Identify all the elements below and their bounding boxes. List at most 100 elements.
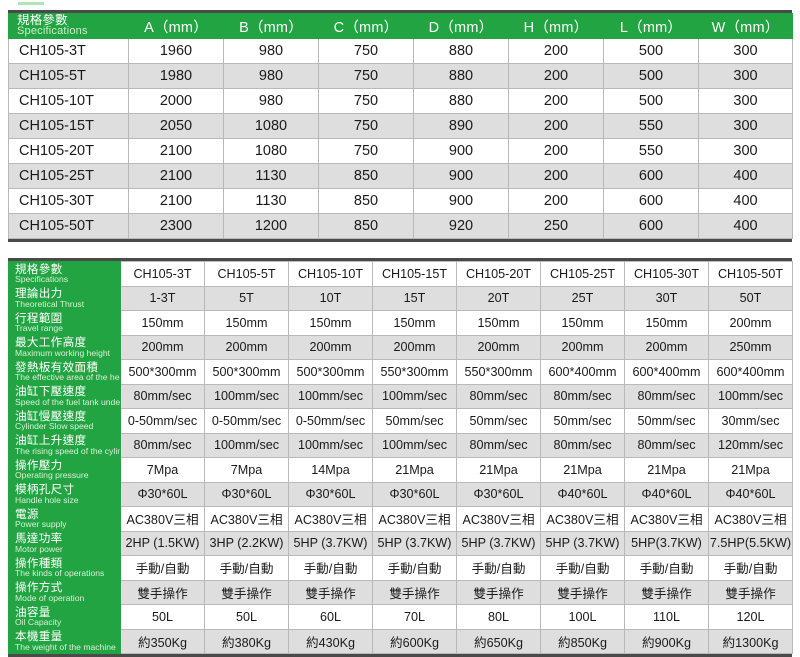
parameter-row-label: 操作種類 The kinds of operations xyxy=(8,555,121,581)
parameter-cell: 7.5HP(5.5KW) xyxy=(708,530,793,556)
spec-sheet-page: 規格參數 Specifications A（mm） B（mm） C（mm） D（… xyxy=(8,2,793,657)
table-row: 行程範圍 Travel range 150mm 150mm 150mm 150m… xyxy=(8,310,793,336)
parameter-cell: 80mm/sec xyxy=(540,383,625,409)
parameter-model-header: CH105-30T xyxy=(624,261,709,287)
parameter-cell: 雙手操作 xyxy=(456,579,541,605)
parameter-cell: 200mm xyxy=(288,334,373,360)
dimension-cell: 750 xyxy=(318,113,414,139)
table-gap xyxy=(8,242,792,258)
dimension-corner-cn: 規格參數 xyxy=(17,13,68,28)
parameter-cell: 0-50mm/sec xyxy=(204,408,289,434)
dimension-cell: 750 xyxy=(318,88,414,114)
parameter-cell: 5HP (3.7KW) xyxy=(372,530,457,556)
parameter-row-label-en: Power supply xyxy=(15,519,67,530)
dimension-table-top-rule xyxy=(8,10,792,13)
parameter-cell: 約430Kg xyxy=(288,628,373,654)
dimension-table-head: 規格參數 Specifications A（mm） B（mm） C（mm） D（… xyxy=(8,13,793,39)
dimension-cell: 1200 xyxy=(223,213,319,239)
parameter-cell: 500*300mm xyxy=(288,359,373,385)
parameter-row-label: 油缸慢壓速度 Cylinder Slow speed xyxy=(8,408,121,434)
parameter-cell: Φ30*60L xyxy=(204,481,289,507)
parameter-row-label-cn: 電源 xyxy=(15,507,39,521)
dimension-cell: 900 xyxy=(413,138,509,164)
parameter-row-label-cn: 油缸下壓速度 xyxy=(15,385,87,399)
dimension-cell: 600 xyxy=(603,213,699,239)
dimension-cell: 880 xyxy=(413,63,509,89)
parameter-cell: 手動/自動 xyxy=(372,555,457,581)
parameter-cell: 50L xyxy=(120,604,205,630)
dimension-model-label: CH105-5T xyxy=(8,63,129,89)
dimension-col-header-c: C（mm） xyxy=(318,13,414,39)
dimension-model-label: CH105-25T xyxy=(8,163,129,189)
parameter-row-label-cn: 馬達功率 xyxy=(15,532,63,546)
dimension-cell: 1960 xyxy=(128,38,224,64)
dimension-cell: 2300 xyxy=(128,213,224,239)
parameter-cell: 20T xyxy=(456,285,541,311)
parameter-cell: 手動/自動 xyxy=(204,555,289,581)
parameter-cell: 手動/自動 xyxy=(120,555,205,581)
parameter-cell: AC380V三相 xyxy=(624,506,709,532)
parameter-corner-en: Specifications xyxy=(15,274,69,285)
parameter-row-label-en: Mode of operation xyxy=(15,592,85,603)
table-row: 發熱板有效面積 The effective area of the heatin… xyxy=(8,359,793,385)
dimension-col-header-b: B（mm） xyxy=(223,13,319,39)
parameter-cell: 100mm/sec xyxy=(288,383,373,409)
parameter-table: 規格參數 Specifications CH105-3T CH105-5T CH… xyxy=(8,261,793,654)
parameter-cell: 150mm xyxy=(120,310,205,336)
dimension-model-label: CH105-50T xyxy=(8,213,129,239)
parameter-cell: 80mm/sec xyxy=(624,383,709,409)
parameter-row-label: 操作壓力 Operating pressure xyxy=(8,457,121,483)
dimension-model-label: CH105-20T xyxy=(8,138,129,164)
parameter-model-header: CH105-10T xyxy=(288,261,373,287)
parameter-cell: 550*300mm xyxy=(372,359,457,385)
parameter-row-label-en: Speed of the fuel tank under pressure xyxy=(15,396,121,407)
dimension-cell: 500 xyxy=(603,88,699,114)
parameter-cell: 15T xyxy=(372,285,457,311)
table-row: 最大工作高度 Maximum working height 200mm 200m… xyxy=(8,334,793,360)
parameter-model-header: CH105-20T xyxy=(456,261,541,287)
dimension-cell: 980 xyxy=(223,63,319,89)
dimension-col-header-w: W（mm） xyxy=(698,13,793,39)
parameter-cell: 70L xyxy=(372,604,457,630)
dimension-cell: 500 xyxy=(603,38,699,64)
parameter-cell: 100mm/sec xyxy=(372,432,457,458)
parameter-cell: 150mm xyxy=(456,310,541,336)
dimension-cell: 250 xyxy=(508,213,604,239)
parameter-row-label-en: Maximum working height xyxy=(15,347,111,358)
table-row: 油缸上升速度 The rising speed of the cylinder … xyxy=(8,432,793,458)
dimension-cell: 1130 xyxy=(223,188,319,214)
parameter-row-label: 馬達功率 Motor power xyxy=(8,530,121,556)
dimension-cell: 750 xyxy=(318,138,414,164)
parameter-cell: 200mm xyxy=(372,334,457,360)
dimension-cell: 600 xyxy=(603,188,699,214)
table-row: 油缸慢壓速度 Cylinder Slow speed 0-50mm/sec 0-… xyxy=(8,408,793,434)
parameter-row-label-en: The effective area of the heating plate xyxy=(15,372,120,383)
parameter-row-label-en: The kinds of operations xyxy=(15,568,105,579)
table-row: CH105-30T 2100 1130 850 900 200 600 400 xyxy=(8,188,793,214)
parameter-cell: 100mm/sec xyxy=(288,432,373,458)
dimension-cell: 980 xyxy=(223,38,319,64)
parameter-cell: Φ30*60L xyxy=(372,481,457,507)
parameter-row-label-en: Cylinder Slow speed xyxy=(15,421,94,432)
parameter-cell: 200mm xyxy=(540,334,625,360)
table-row: 操作方式 Mode of operation 雙手操作 雙手操作 雙手操作 雙手… xyxy=(8,579,793,605)
dimension-cell: 200 xyxy=(508,88,604,114)
dimension-cell: 2000 xyxy=(128,88,224,114)
parameter-cell: 手動/自動 xyxy=(540,555,625,581)
parameter-cell: Φ30*60L xyxy=(456,481,541,507)
parameter-cell: AC380V三相 xyxy=(456,506,541,532)
parameter-cell: 21Mpa xyxy=(708,457,793,483)
parameter-cell: AC380V三相 xyxy=(708,506,793,532)
parameter-cell: 50mm/sec xyxy=(372,408,457,434)
dimension-cell: 1080 xyxy=(223,138,319,164)
dimension-cell: 200 xyxy=(508,63,604,89)
table-row: CH105-10T 2000 980 750 880 200 500 300 xyxy=(8,88,793,114)
dimension-cell: 200 xyxy=(508,163,604,189)
parameter-cell: 1-3T xyxy=(120,285,205,311)
parameter-cell: 150mm xyxy=(624,310,709,336)
dimension-cell: 200 xyxy=(508,38,604,64)
dimension-cell: 300 xyxy=(698,138,793,164)
parameter-cell: 100mm/sec xyxy=(204,383,289,409)
parameter-cell: Φ40*60L xyxy=(540,481,625,507)
parameter-cell: 雙手操作 xyxy=(708,579,793,605)
